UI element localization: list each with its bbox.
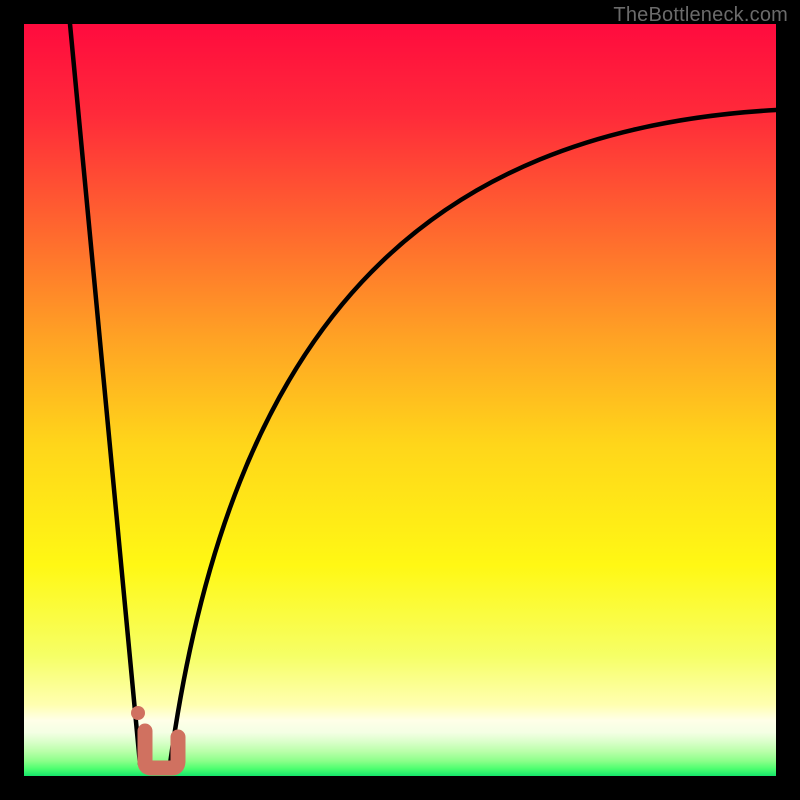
bottleneck-curve-chart [0,0,800,800]
plot-gradient-background [24,24,776,776]
chart-frame: TheBottleneck.com [0,0,800,800]
marker-dot-icon [131,706,145,720]
